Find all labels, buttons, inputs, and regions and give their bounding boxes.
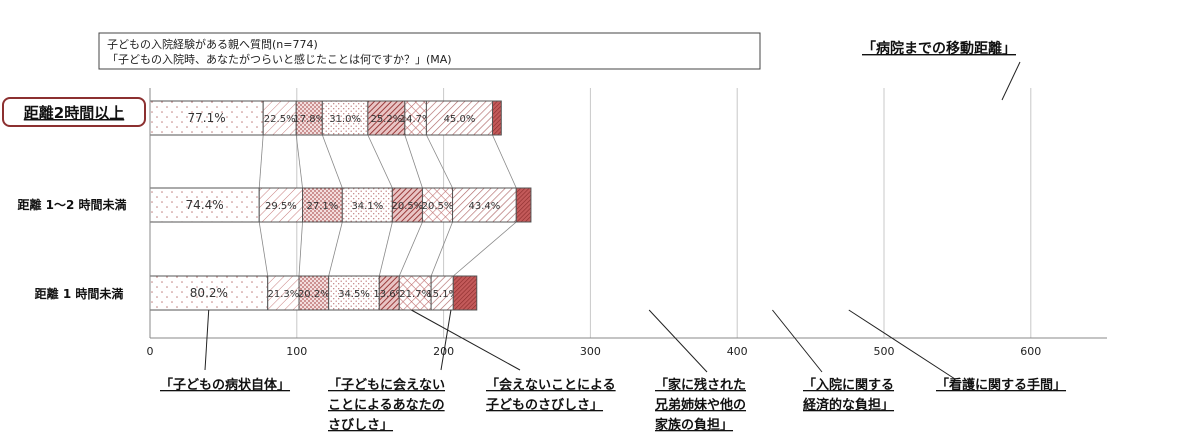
bar-segment xyxy=(367,100,406,136)
x-tick-label: 0 xyxy=(147,345,154,358)
connector-line xyxy=(398,221,423,277)
callout-leader-line xyxy=(411,309,521,371)
connector-line xyxy=(298,221,303,277)
x-tick-label: 500 xyxy=(874,345,895,358)
connector-lines xyxy=(258,134,517,277)
connector-line xyxy=(492,134,517,189)
data-label: 31.0% xyxy=(329,114,361,125)
x-tick-label: 600 xyxy=(1020,345,1041,358)
data-label: 43.4% xyxy=(469,201,501,212)
data-label: 25.2% xyxy=(370,114,402,125)
data-label: 13.6% xyxy=(373,289,405,300)
highlight-category-frame xyxy=(2,97,146,127)
series-callout-label: 「子どもの病状自体」 xyxy=(160,377,290,393)
data-label: 21.3% xyxy=(267,289,299,300)
series-callout-label: ことによるあなたの xyxy=(328,398,445,413)
data-label: 80.2% xyxy=(190,286,228,300)
bar-segment xyxy=(491,100,502,136)
connector-line xyxy=(258,134,264,189)
callout-leader-line xyxy=(772,309,823,373)
data-label: 29.5% xyxy=(265,201,297,212)
callout-leader-line xyxy=(648,309,708,373)
category-label: 距離 1～2 時間未満 xyxy=(17,197,126,212)
data-label: 22.5% xyxy=(264,114,296,125)
bar-segment xyxy=(452,275,478,311)
data-label: 20.5% xyxy=(392,201,424,212)
bar-segment xyxy=(421,187,454,223)
bar-segment xyxy=(515,187,532,223)
callout-leader-line xyxy=(440,309,452,371)
series-callout-label: 子どものさびしさ」 xyxy=(486,398,603,413)
x-tick-label: 300 xyxy=(580,345,601,358)
bar-segment xyxy=(321,100,369,136)
category-label: 距離 1 時間未満 xyxy=(35,286,124,301)
data-label: 20.2% xyxy=(298,289,330,300)
connector-line xyxy=(453,221,517,277)
bar-segment xyxy=(425,100,493,136)
connector-line xyxy=(426,134,453,189)
connector-line xyxy=(430,221,453,277)
data-label: 17.8% xyxy=(293,114,325,125)
bar-segment xyxy=(328,275,380,311)
series-callout-label: 「会えないことによる xyxy=(486,377,616,393)
data-label: 34.1% xyxy=(351,201,383,212)
x-tick-label: 400 xyxy=(727,345,748,358)
title-leader-line xyxy=(1001,61,1021,101)
chart-title: 「病院までの移動距離」 xyxy=(862,40,1016,57)
connector-line xyxy=(295,134,303,189)
connector-line xyxy=(378,221,393,277)
connector-line xyxy=(328,221,343,277)
connector-line xyxy=(258,221,269,277)
bar-segment xyxy=(150,100,264,136)
series-callout-label: 「入院に関する xyxy=(803,377,894,393)
bar-segment xyxy=(298,275,330,311)
connector-line xyxy=(404,134,423,189)
data-label: 21.7% xyxy=(399,289,431,300)
question-box-frame xyxy=(98,32,761,70)
series-callout-label: さびしさ」 xyxy=(328,418,393,433)
series-callout-label: 兄弟姉妹や他の xyxy=(654,397,746,413)
bar-segment xyxy=(262,100,297,136)
callout-leader-line xyxy=(848,309,956,380)
series-callout-label: 経済的な負担」 xyxy=(803,397,894,413)
bar-segment xyxy=(452,187,517,223)
question-line-1: 子どもの入院経験がある親へ質問(n=774) xyxy=(107,37,318,51)
connector-line xyxy=(321,134,343,189)
question-line-2: 「子どもの入院時、あなたがつらいと感じたことは何ですか？」(MA) xyxy=(107,52,452,66)
x-tick-label: 100 xyxy=(286,345,307,358)
data-label: 74.4% xyxy=(186,198,224,212)
callout-leader-line xyxy=(204,309,210,371)
bar-segment xyxy=(398,275,432,311)
category-label: 距離2時間以上 xyxy=(24,104,124,122)
connector-line xyxy=(367,134,393,189)
bar-segment xyxy=(341,187,393,223)
series-callout-label: 家族の負担」 xyxy=(655,417,733,433)
x-axis: 0100200300400500600 xyxy=(147,88,1107,358)
data-label: 14.7% xyxy=(400,114,432,125)
bar-segment xyxy=(302,187,343,223)
question-box: 子どもの入院経験がある親へ質問(n=774) 「子どもの入院時、あなたがつらいと… xyxy=(98,32,761,70)
data-label: 77.1% xyxy=(188,111,226,125)
bar-segment xyxy=(150,187,260,223)
data-label: 27.1% xyxy=(307,201,339,212)
bar-segment xyxy=(295,100,323,136)
data-label: 20.5% xyxy=(422,201,454,212)
bar-segment xyxy=(150,275,269,311)
data-label: 45.0% xyxy=(444,114,476,125)
series-callout-label: 「家に残された xyxy=(655,377,746,393)
bar-group: 77.1% 22.5%17.8% 31.0% 25.2%14.7% 45.0% 74.4%… xyxy=(150,100,532,311)
series-callout-label: 「子どもに会えない xyxy=(328,377,445,393)
data-label: 15.1% xyxy=(426,289,458,300)
data-label: 34.5% xyxy=(338,289,370,300)
series-callout-label: 「看護に関する手間」 xyxy=(936,377,1066,393)
